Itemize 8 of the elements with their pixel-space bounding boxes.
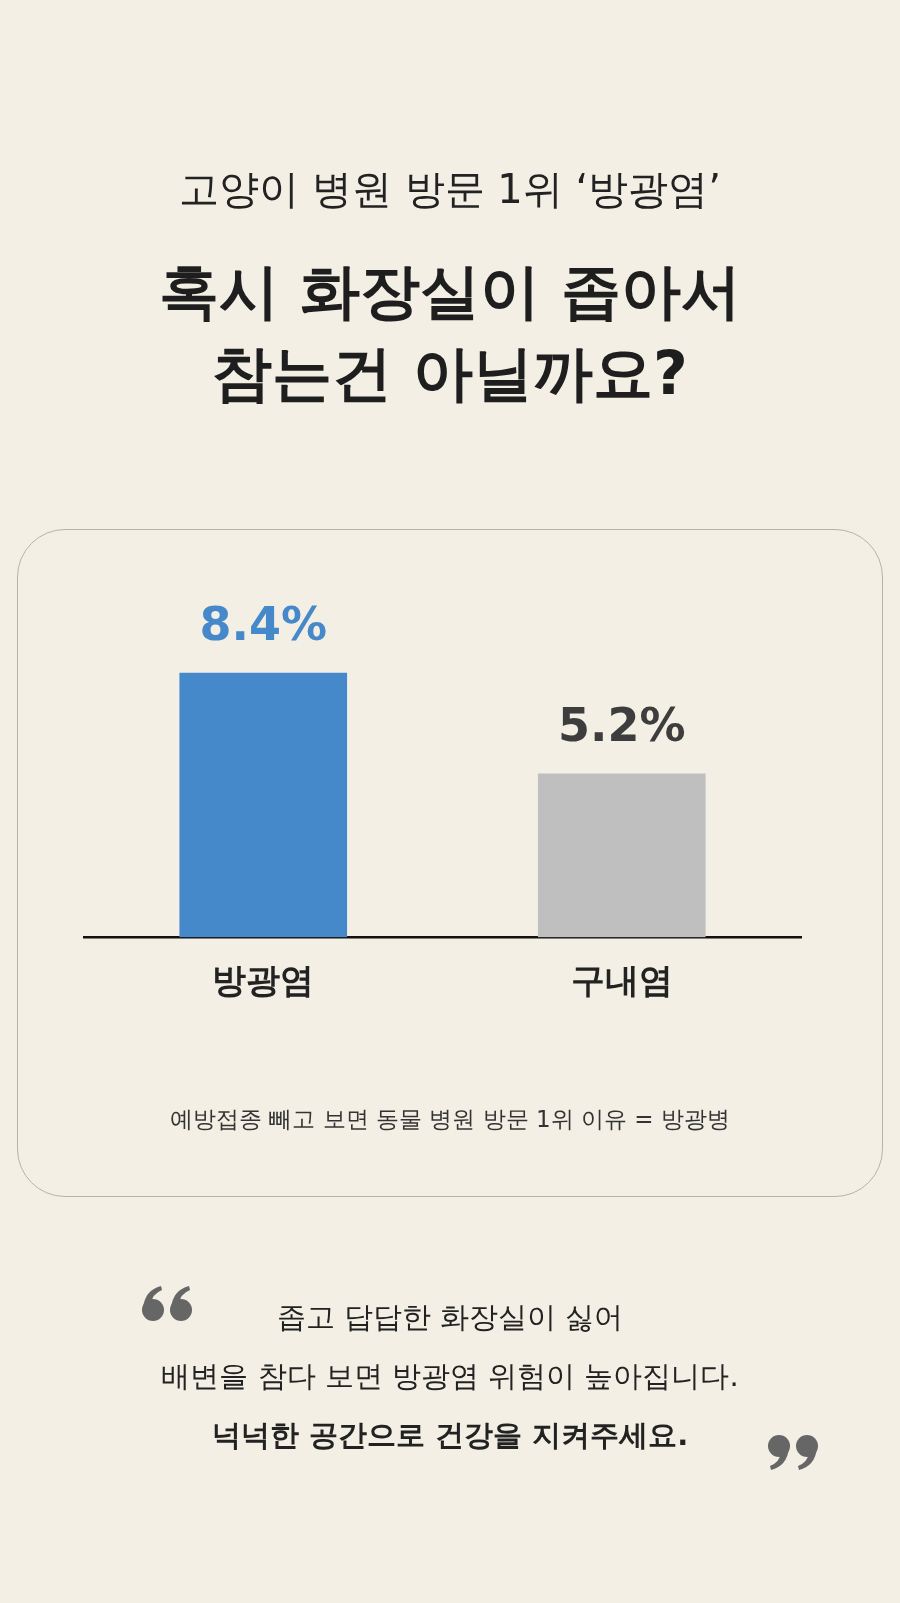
data-label: 5.2% xyxy=(557,697,686,752)
chart-title: 혹시 화장실이 좁아서 참는건 아닐까요? xyxy=(158,255,742,410)
text: 좁고 답답한 화장실이 싫어 배변을 참다 보면 방광염 위험이 높아집니다. 넉넉한 공간으로 건강을 지켜주세요. xyxy=(160,1299,740,1454)
x-tick-label: 방광염 xyxy=(212,960,315,1001)
chart-subtitle: 고양이 병원 방문 1위 ‘방광염’ xyxy=(178,165,722,214)
data-label: 8.4% xyxy=(199,597,328,652)
text: 예방접종 빼고 보면 동물 병원 방문 1위 이유 = 방광병 xyxy=(169,1105,731,1134)
x-tick-label: 구내염 xyxy=(570,960,673,1001)
